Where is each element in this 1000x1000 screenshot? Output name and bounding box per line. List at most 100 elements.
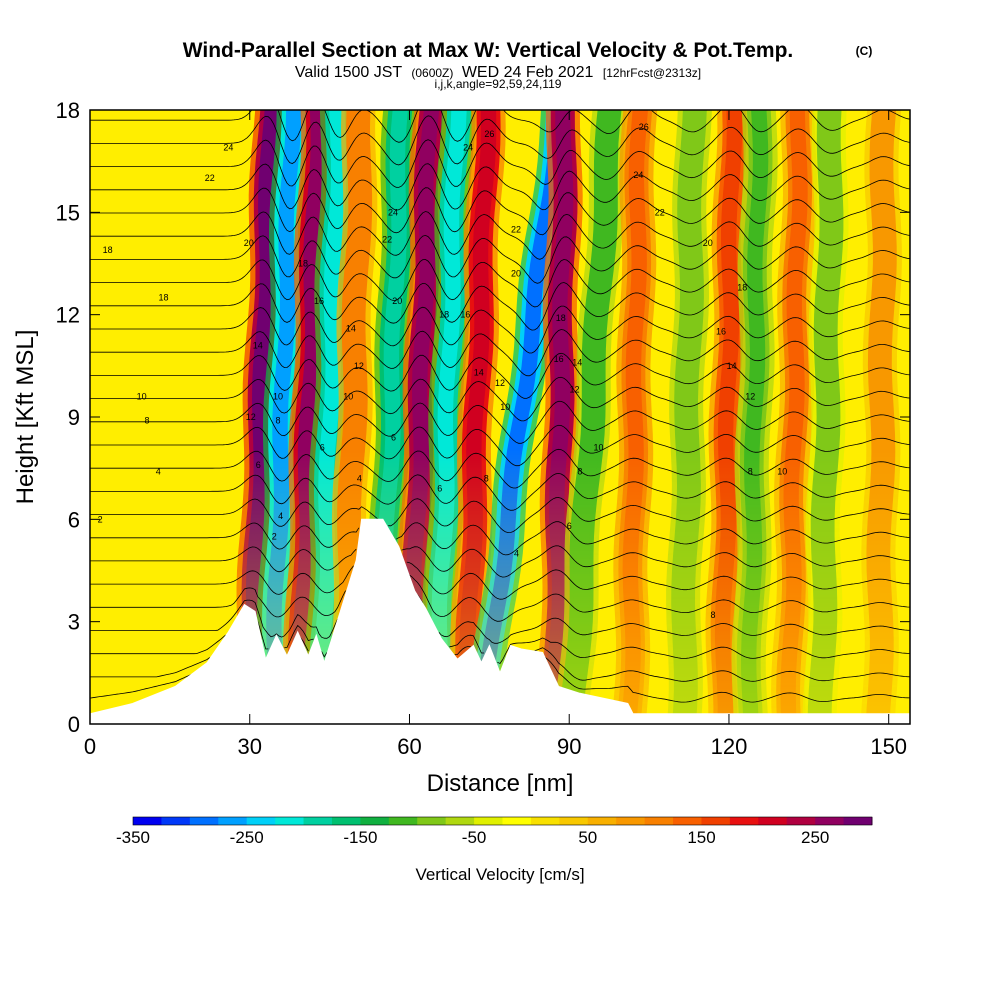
x-tick-label: 0: [84, 734, 96, 759]
contour-label: 8: [275, 415, 280, 425]
contour-label: 4: [278, 511, 283, 521]
contour-label: 8: [144, 415, 149, 425]
contour-label: 20: [703, 238, 713, 248]
theta-contour-line: [90, 376, 910, 422]
contour-label: 22: [655, 207, 665, 217]
contour-label: 10: [273, 392, 283, 402]
contour-label: 24: [463, 143, 473, 153]
colorbar-swatch: [360, 817, 390, 825]
colorbar-tick-label: -50: [462, 828, 487, 847]
contour-label: 22: [205, 173, 215, 183]
w-column-band: [714, 110, 743, 724]
theta-contour-line: [90, 637, 910, 682]
w-column-band: [266, 110, 302, 724]
colorbar-swatch: [502, 817, 532, 825]
contour-label: 8: [577, 467, 582, 477]
colorbar-swatch: [218, 817, 248, 825]
contour-label: 18: [298, 259, 308, 269]
w-column-band: [869, 110, 893, 724]
colorbar-swatch: [587, 817, 617, 825]
colorbar-tick-label: -350: [116, 828, 150, 847]
y-axis-label: Height [Kft MSL]: [12, 330, 39, 505]
colorbar-swatch: [530, 817, 560, 825]
contour-label: 16: [716, 327, 726, 337]
contour-label: 2: [98, 514, 103, 524]
colorbar-swatch: [701, 817, 731, 825]
contour-label: 6: [567, 521, 572, 531]
contour-label: 2: [272, 531, 277, 541]
contour-label: 26: [484, 129, 494, 139]
theta-contour-line: [90, 211, 910, 260]
contour-label: 14: [572, 357, 582, 367]
copyright-mark: (C): [856, 44, 873, 58]
chart-subtitle: Valid 1500 JST (0600Z) WED 24 Feb 2021 […: [295, 64, 701, 81]
colorbar-swatch: [246, 817, 276, 825]
contour-label: 14: [474, 368, 484, 378]
theta-contour-line: [90, 259, 910, 308]
contour-label: 18: [158, 293, 168, 303]
theta-contour-line: [90, 657, 910, 703]
theta-contour-line: [90, 110, 910, 143]
grid-indices: i,j,k,angle=92,59,24,119: [435, 77, 562, 91]
contour-label: 18: [103, 245, 113, 255]
contour-label: 26: [639, 122, 649, 132]
w-column-band: [336, 110, 368, 724]
y-tick-label: 12: [56, 303, 80, 328]
valid-time-utc: (0600Z): [411, 66, 453, 80]
theta-contour-line: [90, 187, 910, 236]
contour-label: 20: [392, 296, 402, 306]
colorbar-swatch: [303, 817, 333, 825]
contour-label: 4: [156, 467, 161, 477]
contour-label: 24: [388, 207, 398, 217]
contour-label: 6: [256, 460, 261, 470]
x-tick-label: 120: [711, 734, 748, 759]
theta-contour-line: [90, 472, 910, 511]
contour-label: 8: [710, 610, 715, 620]
w-column-band: [312, 110, 347, 724]
w-column-band: [780, 110, 808, 724]
theta-contour-line: [90, 234, 910, 284]
theta-contour-line: [90, 424, 910, 467]
theta-contour-line: [90, 574, 910, 622]
w-column-band: [675, 110, 703, 724]
x-tick-label: 60: [397, 734, 421, 759]
colorbar-swatch: [189, 817, 219, 825]
contour-label: 4: [357, 473, 362, 483]
contour-label: 20: [244, 238, 254, 248]
contour-label: 18: [737, 282, 747, 292]
contour-label: 12: [354, 361, 364, 371]
colorbar-tick-label: -250: [230, 828, 264, 847]
colorbar-swatch: [786, 817, 816, 825]
contour-label: 16: [554, 354, 564, 364]
theta-contour-line: [90, 329, 910, 377]
contour-label: 8: [748, 467, 753, 477]
w-column-band: [741, 110, 769, 724]
w-column-band: [475, 110, 566, 724]
contour-label: 14: [253, 340, 263, 350]
contour-label: 12: [745, 392, 755, 402]
theta-contour-line: [90, 621, 910, 665]
x-tick-label: 30: [237, 734, 261, 759]
contour-label: 4: [514, 548, 519, 558]
theta-contour-line: [90, 115, 910, 166]
colorbar: -350 -250 -150 -50 50 150 250: [116, 816, 873, 847]
contour-label: 14: [727, 361, 737, 371]
contour-label: 22: [382, 235, 392, 245]
terrain: [89, 518, 911, 725]
colorbar-swatch: [843, 817, 873, 825]
contour-label: 24: [223, 143, 233, 153]
contour-label: 16: [460, 310, 470, 320]
contour-label: 14: [346, 323, 356, 333]
x-axis-label: Distance [nm]: [427, 770, 574, 797]
axis-ticks: 0 30 60 90 120 150 0 3 6 9 12 15 18: [56, 98, 910, 759]
contour-label: 10: [500, 402, 510, 412]
w-column-band: [811, 110, 840, 724]
forecast-info: [12hrFcst@2313z]: [603, 66, 701, 80]
colorbar-swatch: [644, 817, 674, 825]
colorbar-swatch: [133, 817, 162, 825]
contour-label: 18: [556, 313, 566, 323]
theta-contour-line: [90, 352, 910, 399]
theta-contour-line: [90, 561, 910, 600]
